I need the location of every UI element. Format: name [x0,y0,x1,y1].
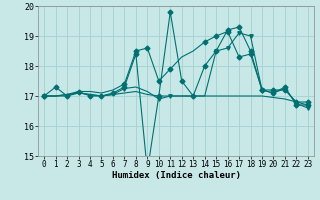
X-axis label: Humidex (Indice chaleur): Humidex (Indice chaleur) [111,171,241,180]
